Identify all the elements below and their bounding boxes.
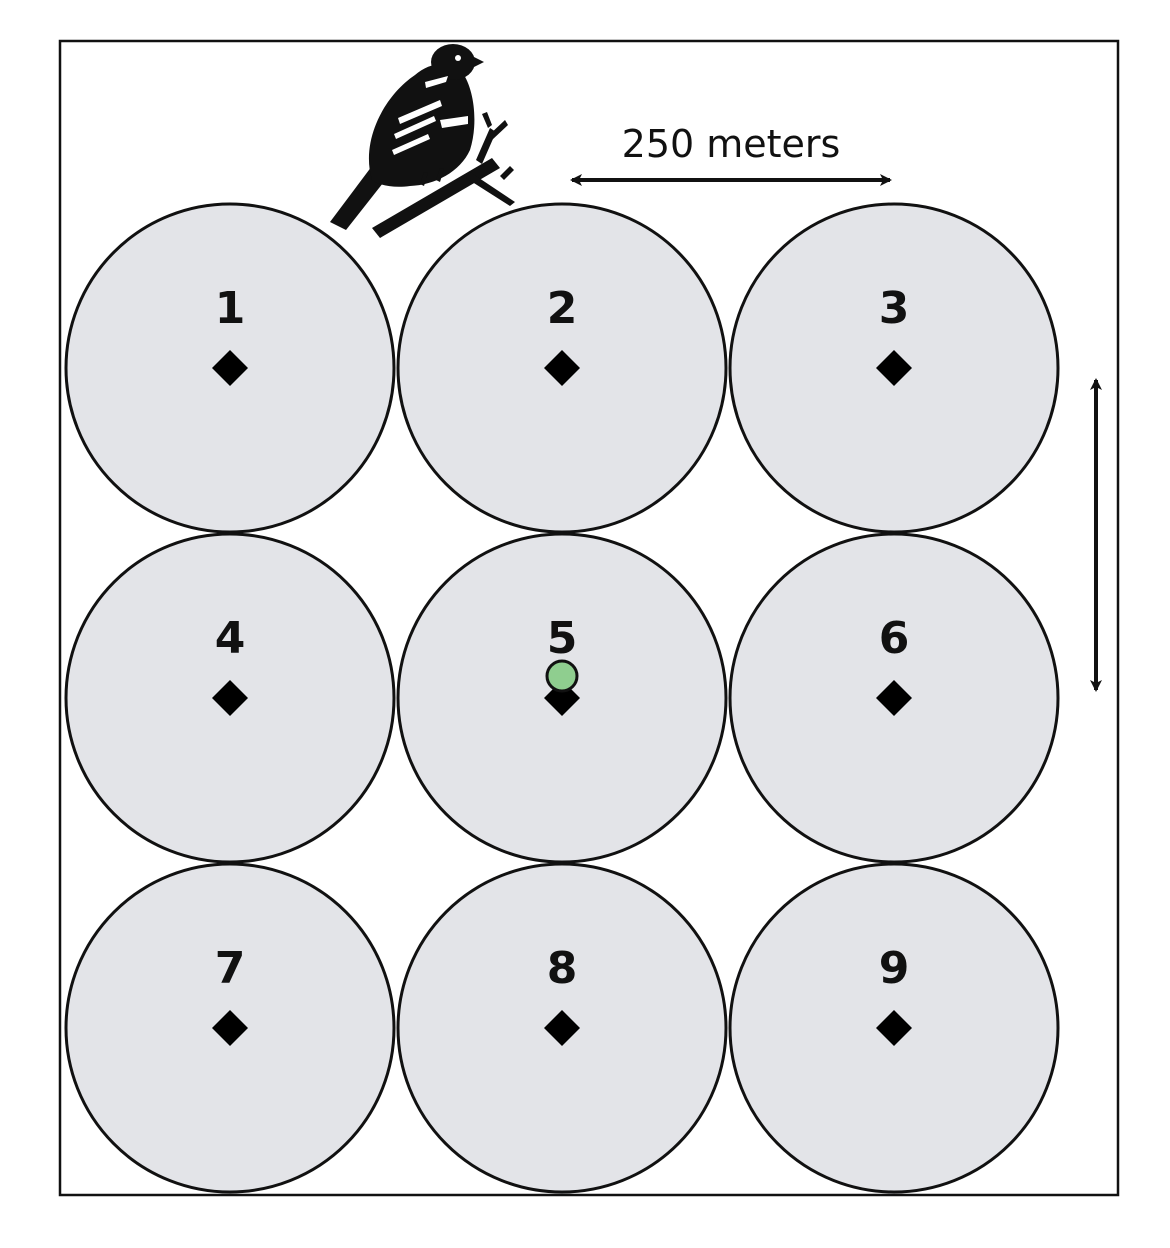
plot-label-1: 1 — [215, 283, 246, 334]
diamond-icon — [544, 350, 580, 386]
diamond-icon — [876, 350, 912, 386]
bird-on-branch-icon — [330, 44, 515, 238]
diamond-icon — [876, 1010, 912, 1046]
diamond-icon — [544, 1010, 580, 1046]
plot-label-6: 6 — [879, 613, 910, 664]
green-location-marker — [545, 659, 579, 693]
diamond-icon — [212, 350, 248, 386]
diamond-icon — [212, 680, 248, 716]
diamond-icon — [212, 1010, 248, 1046]
plot-label-2: 2 — [547, 283, 578, 334]
outer-frame — [58, 39, 1120, 1197]
plot-label-4: 4 — [215, 613, 246, 664]
plot-label-5: 5 — [547, 613, 578, 664]
plot-grid: 1 2 3 4 5 6 7 8 9 — [64, 202, 1060, 1194]
diamond-icon — [876, 680, 912, 716]
plot-label-8: 8 — [547, 943, 578, 994]
plot-label-7: 7 — [215, 943, 246, 994]
scale-label: 250 meters — [622, 122, 841, 166]
plot-label-3: 3 — [879, 283, 910, 334]
plot-label-9: 9 — [879, 943, 910, 994]
